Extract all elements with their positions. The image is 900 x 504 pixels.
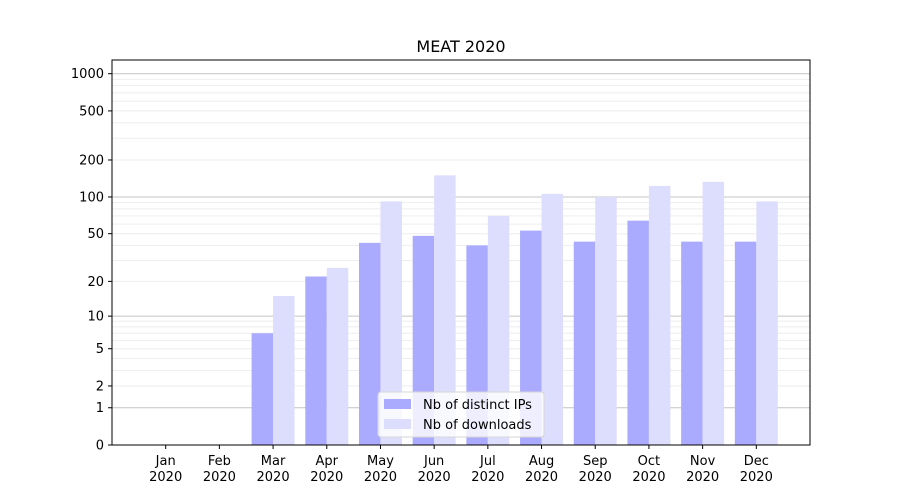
x-tick-label-month: Jul <box>479 454 496 469</box>
y-tick-label: 2 <box>96 379 104 394</box>
plot-frame <box>111 59 811 446</box>
x-tick-label-month: Jan <box>155 454 176 469</box>
legend-swatch <box>384 399 411 409</box>
bar-downloads <box>541 193 564 445</box>
x-tick-label-year: 2020 <box>149 470 182 485</box>
y-tick-label: 10 <box>87 310 104 325</box>
x-tick-label-month: Mar <box>261 454 286 469</box>
x-tick-label-year: 2020 <box>310 470 343 485</box>
bar-distinct-ips <box>251 333 274 445</box>
x-tick-label-month: May <box>367 454 394 469</box>
chart-title: MEAT 2020 <box>416 37 505 56</box>
y-tick-label: 100 <box>79 190 104 205</box>
bar-distinct-ips <box>734 241 757 445</box>
legend-box <box>377 391 545 438</box>
y-tick-label: 200 <box>79 153 104 168</box>
bar-downloads <box>380 201 402 445</box>
y-tick-label: 0 <box>96 439 104 454</box>
legend-swatch <box>384 419 411 429</box>
bar-downloads <box>756 201 778 445</box>
x-tick-label-year: 2020 <box>257 470 290 485</box>
x-tick-label-year: 2020 <box>579 470 612 485</box>
x-tick-label-year: 2020 <box>740 470 773 485</box>
x-tick-label-year: 2020 <box>364 470 397 485</box>
y-tick-label: 50 <box>87 227 104 242</box>
x-tick-label-month: Feb <box>208 454 231 469</box>
x-tick-label-month: Oct <box>638 454 660 469</box>
x-tick-label-month: Aug <box>529 454 554 469</box>
bar-downloads <box>595 196 617 445</box>
bar-distinct-ips <box>305 276 327 445</box>
x-tick-label-year: 2020 <box>418 470 451 485</box>
bar-downloads <box>702 181 725 445</box>
legend-label: Nb of distinct IPs <box>423 398 532 413</box>
bar-downloads <box>648 185 671 446</box>
bar-distinct-ips <box>358 242 381 445</box>
y-tick-label: 1000 <box>71 67 104 82</box>
x-tick-label-year: 2020 <box>525 470 558 485</box>
x-tick-label-year: 2020 <box>632 470 665 485</box>
bar-distinct-ips <box>681 241 703 445</box>
y-tick-label: 20 <box>87 275 104 290</box>
x-tick-label-year: 2020 <box>686 470 719 485</box>
bar-downloads <box>326 267 349 445</box>
bar-distinct-ips <box>573 241 596 445</box>
bar-downloads <box>487 215 510 445</box>
y-tick-label: 1 <box>96 401 104 416</box>
y-tick-label: 5 <box>96 342 104 357</box>
bar-downloads <box>434 175 456 445</box>
x-tick-label-month: Nov <box>690 454 716 469</box>
y-tick-label: 500 <box>79 104 104 119</box>
x-tick-label-month: Sep <box>583 454 608 469</box>
bar-downloads <box>273 295 295 445</box>
x-tick-label-year: 2020 <box>203 470 236 485</box>
x-tick-label-month: Jun <box>423 454 444 469</box>
legend-label: Nb of downloads <box>423 418 532 433</box>
x-tick-label-month: Apr <box>316 454 339 469</box>
bar-distinct-ips <box>627 220 649 445</box>
bar-distinct-ips <box>520 230 542 445</box>
x-tick-label-month: Dec <box>744 454 769 469</box>
x-tick-label-year: 2020 <box>471 470 504 485</box>
